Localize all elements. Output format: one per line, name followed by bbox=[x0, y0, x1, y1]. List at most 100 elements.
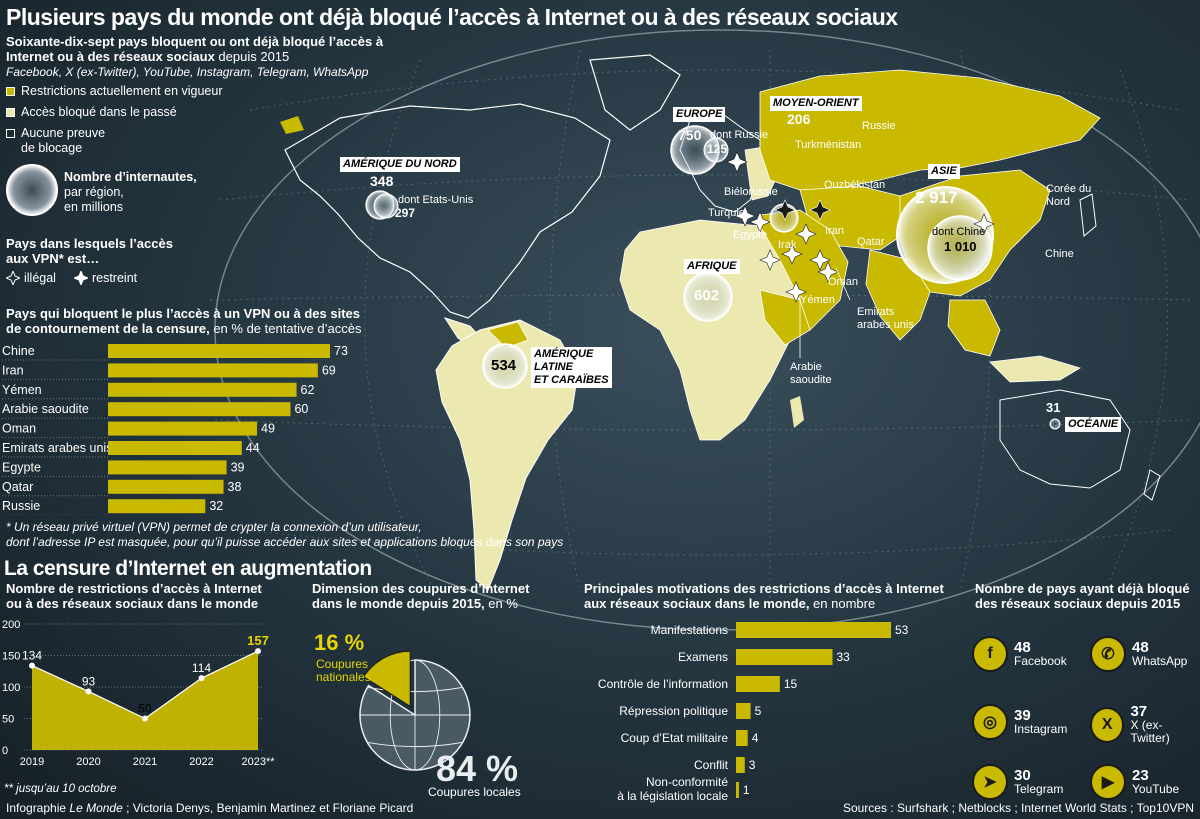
page-title: Plusieurs pays du monde ont déjà bloqué … bbox=[6, 4, 898, 30]
social-item-text: 30 Telegram bbox=[1014, 768, 1063, 796]
vpn-bar bbox=[108, 421, 258, 436]
pie-chart-title-1: Dimension des coupures d’Internet bbox=[312, 581, 530, 596]
motives-bar bbox=[736, 676, 780, 692]
vpn-footnote-2: dont l’adresse IP est masquée, pour qu’i… bbox=[6, 535, 564, 549]
instagram-icon: ◎ bbox=[972, 704, 1008, 740]
social-item-text: 23 YouTube bbox=[1132, 768, 1179, 796]
line-chart-data-label: 93 bbox=[82, 674, 96, 688]
north-america-shape bbox=[284, 103, 611, 319]
region-value-latam: 534 bbox=[491, 357, 517, 374]
vpn-illegal-icon bbox=[6, 271, 20, 285]
vpn-illegal-marker bbox=[774, 199, 796, 221]
section-title: La censure d’Internet en augmentation bbox=[4, 557, 372, 580]
vpn-bar-label: Yémen bbox=[2, 383, 42, 397]
social-item-name: Instagram bbox=[1014, 722, 1068, 736]
region-label-north-america: AMÉRIQUE DU NORD bbox=[340, 157, 460, 172]
motives-chart-title: Principales motivations des restrictions… bbox=[584, 581, 944, 611]
pie-national-label-1: Coupures bbox=[316, 657, 369, 671]
africa-shape bbox=[619, 219, 801, 441]
pie-chart-title-2: dans le monde depuis 2015, bbox=[312, 596, 485, 611]
motives-bar-value: 15 bbox=[784, 677, 798, 691]
line-chart-title-1: Nombre de restrictions d’accès à Interne… bbox=[6, 581, 262, 596]
social-title-1: Nombre de pays ayant déjà bloqué bbox=[975, 581, 1190, 596]
vpn-restricted-marker bbox=[795, 223, 817, 245]
vpn-bar-value: 38 bbox=[228, 480, 242, 494]
legend-none-label-1: Aucune preuve bbox=[21, 126, 106, 140]
vpn-legend-title-2: aux VPN* est… bbox=[6, 251, 100, 266]
country-label-arabie-2: saoudite bbox=[790, 374, 832, 386]
vpn-bar-value: 39 bbox=[231, 460, 245, 474]
vpn-restricted-marker bbox=[785, 281, 807, 303]
southeast-asia-shape bbox=[947, 299, 1001, 357]
country-label-coree-du-nord: Corée du Nord bbox=[1046, 183, 1091, 209]
social-item-text: 48 WhatsApp bbox=[1132, 640, 1187, 668]
line-chart-data-label: 157 bbox=[247, 633, 269, 648]
country-label-qatar: Qatar bbox=[857, 236, 885, 248]
social-item-name: Facebook bbox=[1014, 654, 1067, 668]
line-chart-data-label: 134 bbox=[22, 649, 42, 663]
vpn-chart-title-1: Pays qui bloquent le plus l’accès à un V… bbox=[6, 306, 360, 321]
motives-bar bbox=[736, 703, 751, 719]
social-item-text: 48 Facebook bbox=[1014, 640, 1067, 668]
motives-bar-label: à la législation locale bbox=[617, 789, 728, 803]
motives-bar bbox=[736, 757, 745, 773]
map-subtitle-platforms: Facebook, X (ex-Twitter), YouTube, Insta… bbox=[6, 65, 369, 79]
social-title-2: des réseaux sociaux depuis 2015 bbox=[975, 596, 1181, 611]
country-label-bielorussie: Biélorussie bbox=[724, 186, 778, 198]
vpn-bar-label: Chine bbox=[2, 344, 35, 358]
arctic-island-shape bbox=[280, 116, 304, 134]
legend-bubble-label-1: Nombre d’internautes, bbox=[64, 170, 197, 184]
map-subtitle-normal: depuis 2015 bbox=[214, 49, 290, 64]
country-label-coree-1: Corée du bbox=[1046, 183, 1092, 195]
line-chart-data-label: 50 bbox=[138, 702, 152, 716]
motives-bar-label: Non-conformité bbox=[646, 775, 728, 789]
vpn-bar bbox=[108, 382, 297, 397]
vpn-footnote: * Un réseau privé virtuel (VPN) permet d… bbox=[6, 520, 563, 550]
vpn-legend-title: Pays dans lesquels l’accès aux VPN* est… bbox=[6, 236, 173, 266]
vpn-bar-label: Egypte bbox=[2, 460, 41, 474]
line-chart-xtick: 2020 bbox=[76, 756, 100, 768]
vpn-restricted-marker bbox=[809, 249, 831, 271]
region-sub-label-europe: dont Russie bbox=[710, 129, 769, 141]
bubble-europe-russia bbox=[703, 137, 729, 163]
vpn-chart-title-unit: en % de tentative d’accès bbox=[209, 321, 362, 336]
social-item-value: 48 bbox=[1132, 639, 1149, 656]
map-legend: Restrictions actuellement en vigueur Acc… bbox=[6, 84, 266, 156]
legend-past-swatch bbox=[6, 108, 15, 117]
vpn-bar bbox=[108, 344, 330, 358]
vpn-restricted-marker bbox=[817, 261, 839, 283]
region-sub-value-asia: 1 010 bbox=[944, 239, 977, 254]
social-item-value: 48 bbox=[1014, 639, 1031, 656]
pie-local-value: 84 % bbox=[436, 748, 519, 789]
country-label-iran: Iran bbox=[825, 225, 844, 237]
legend-none-swatch bbox=[6, 129, 15, 138]
region-label-oceania: OCÉANIE bbox=[1065, 417, 1122, 432]
vpn-legend: illégal restreint bbox=[6, 271, 137, 285]
pie-chart-title: Dimension des coupures d’Internet dans l… bbox=[312, 581, 529, 611]
vpn-restricted-marker bbox=[781, 243, 803, 265]
motives-chart-title-unit: en nombre bbox=[809, 596, 876, 611]
leader-lines bbox=[799, 267, 851, 358]
vpn-bar-value: 69 bbox=[322, 363, 336, 377]
line-chart-ytick: 150 bbox=[2, 651, 20, 663]
social-item: ✆ 48 WhatsApp bbox=[1090, 636, 1187, 672]
legend-current-swatch bbox=[6, 87, 15, 96]
region-value-asia: 2 917 bbox=[915, 188, 958, 207]
vpn-bar-value: 62 bbox=[301, 383, 315, 397]
vpn-chart-title: Pays qui bloquent le plus l’accès à un V… bbox=[6, 306, 426, 336]
globe-outline bbox=[214, 29, 1200, 631]
social-title: Nombre de pays ayant déjà bloqué des rés… bbox=[975, 581, 1190, 611]
country-label-ouzbekistan: Ouzbékistan bbox=[824, 179, 886, 191]
country-label-chine: Chine bbox=[1045, 248, 1074, 260]
social-item: ◎ 39 Instagram bbox=[972, 704, 1067, 740]
social-item-value: 23 bbox=[1132, 767, 1149, 784]
region-label-africa: AFRIQUE bbox=[684, 259, 740, 274]
region-label-europe: EUROPE bbox=[673, 107, 726, 122]
social-item-name: YouTube bbox=[1132, 782, 1180, 796]
motives-bar-value: 33 bbox=[837, 650, 851, 664]
region-sub-label-asia: dont Chine bbox=[932, 226, 986, 238]
line-chart-point bbox=[85, 688, 92, 695]
vpn-bar-value: 44 bbox=[246, 441, 260, 455]
line-chart-ytick: 50 bbox=[2, 714, 14, 726]
australia-shape bbox=[999, 389, 1131, 489]
